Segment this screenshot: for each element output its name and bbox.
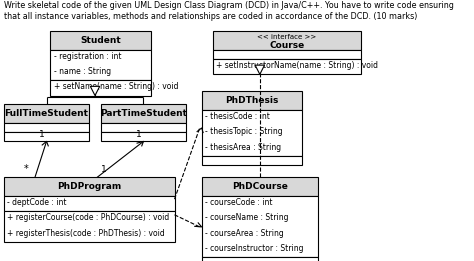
Text: 1: 1 [136, 130, 141, 139]
Bar [201, 177, 318, 196]
Text: PartTimeStudent: PartTimeStudent [100, 109, 187, 118]
Bar [4, 211, 174, 242]
Text: Write skeletal code of the given UML Design Class Diagram (DCD) in Java/C++. You: Write skeletal code of the given UML Des… [4, 1, 454, 21]
Bar [50, 80, 151, 96]
Bar [213, 31, 361, 50]
Text: *: * [23, 164, 28, 174]
Text: FullTimeStudent: FullTimeStudent [5, 109, 89, 118]
Bar [213, 50, 361, 59]
Bar [201, 110, 302, 156]
Bar [50, 50, 151, 80]
Text: - courseInstructor : String: - courseInstructor : String [205, 244, 303, 253]
Text: - thesisTopic : String: - thesisTopic : String [205, 127, 283, 136]
Polygon shape [91, 86, 100, 96]
Text: PhDProgram: PhDProgram [57, 182, 121, 191]
Text: - courseCode : int: - courseCode : int [205, 198, 272, 207]
Bar [4, 123, 89, 132]
Bar [50, 31, 151, 50]
Bar [201, 257, 318, 261]
Text: - courseName : String: - courseName : String [205, 213, 288, 222]
Text: - deptCode : int: - deptCode : int [7, 198, 66, 207]
Polygon shape [255, 65, 264, 74]
Text: - thesisCode : int: - thesisCode : int [205, 112, 270, 121]
Text: + setName(name : String) : void: + setName(name : String) : void [54, 82, 178, 91]
Bar [4, 177, 174, 196]
Bar [201, 156, 302, 165]
Bar [4, 104, 89, 123]
Bar [101, 104, 186, 123]
Bar [213, 59, 361, 74]
Bar [201, 91, 302, 110]
Text: 1: 1 [39, 130, 45, 139]
Text: - name : String: - name : String [54, 67, 110, 76]
Text: - thesisArea : String: - thesisArea : String [205, 143, 281, 151]
Bar [101, 123, 186, 132]
Text: - courseArea : String: - courseArea : String [205, 229, 283, 238]
Bar [101, 132, 186, 141]
Text: + registerCourse(code : PhDCourse) : void: + registerCourse(code : PhDCourse) : voi… [7, 213, 169, 222]
Text: 1: 1 [101, 165, 107, 174]
Text: - registration : int: - registration : int [54, 52, 121, 61]
Text: << interface >>: << interface >> [257, 34, 317, 40]
Text: Course: Course [269, 41, 305, 50]
Text: + setInstructorName(name : String) : void: + setInstructorName(name : String) : voi… [217, 61, 378, 70]
Bar [4, 196, 174, 211]
Text: Student: Student [81, 36, 121, 45]
Bar [4, 132, 89, 141]
Bar [201, 196, 318, 257]
Text: + registerThesis(code : PhDThesis) : void: + registerThesis(code : PhDThesis) : voi… [7, 229, 165, 238]
Text: PhDThesis: PhDThesis [225, 96, 279, 105]
Text: PhDCourse: PhDCourse [232, 182, 288, 191]
